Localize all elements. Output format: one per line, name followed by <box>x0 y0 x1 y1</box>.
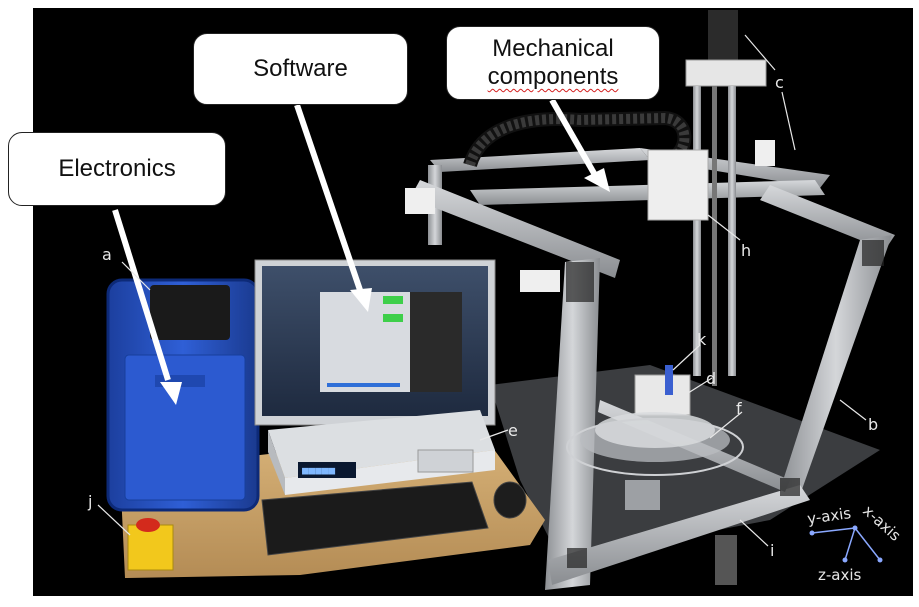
electronics-callout-text: Electronics <box>58 155 176 183</box>
software-callout-text: Software <box>253 55 348 83</box>
label-i: i <box>770 541 774 560</box>
z-axis-assembly <box>566 10 767 510</box>
callout-arrows <box>112 98 610 405</box>
computer-case <box>106 278 260 512</box>
z-axis-label: z-axis <box>818 566 862 584</box>
emergency-stop-button <box>127 518 174 571</box>
mechanical-callout-line2: components <box>487 63 619 90</box>
electronics-callout: Electronics <box>8 132 226 206</box>
software-callout: Software <box>193 33 408 105</box>
label-c: c <box>775 73 784 92</box>
mechanical-callout-line1: Mechanical <box>492 35 614 63</box>
label-f: f <box>736 399 742 418</box>
y-axis-label: y-axis <box>806 504 852 528</box>
label-pointers <box>97 34 867 547</box>
label-k: k <box>697 330 707 349</box>
mouse <box>493 481 527 519</box>
label-h: h <box>741 241 751 260</box>
electronics-box: ■■■■■ <box>268 410 495 495</box>
label-e: e <box>508 421 518 440</box>
keyboard <box>261 481 489 556</box>
label-b: b <box>868 415 878 434</box>
mechanical-components-callout: Mechanical components <box>446 26 660 100</box>
label-a: a <box>102 245 112 264</box>
lcd-display: ■■■■■ <box>302 464 335 477</box>
label-j: j <box>87 492 92 511</box>
label-d: d <box>706 369 716 388</box>
